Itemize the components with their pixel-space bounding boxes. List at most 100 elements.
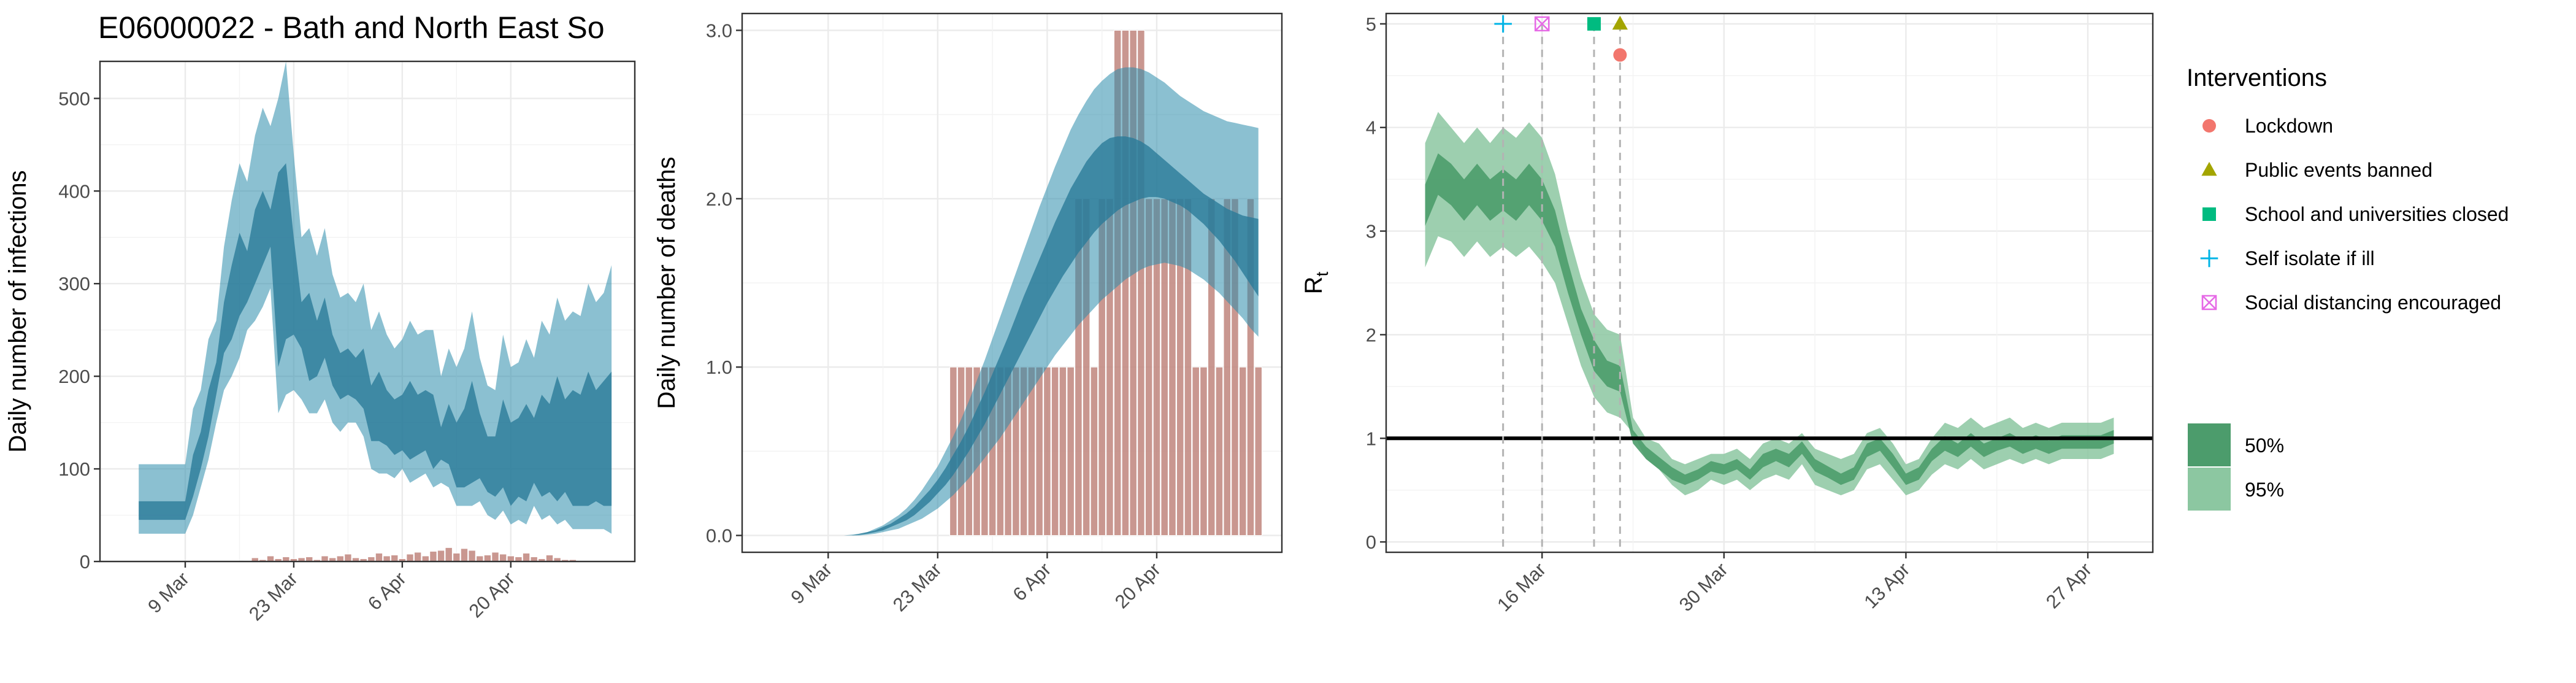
x-tick-label: 6 Apr	[1008, 558, 1055, 605]
panel-border	[741, 12, 1283, 554]
legend-item-label: School and universities closed	[2245, 203, 2509, 225]
y-tick-label: 2.0	[706, 188, 732, 210]
observed-bar	[1254, 366, 1262, 536]
intervention-marker	[1612, 15, 1628, 30]
x-tick-label: 13 Apr	[1860, 558, 1914, 612]
observed-bar	[468, 550, 476, 562]
interventions-legend: Interventions Lockdown Public events banne…	[2187, 64, 2509, 511]
rt-panel: 0 1 2 3 4 5 16 Mar 30 Mar 13 Apr 27 Apr Rt	[1300, 12, 2154, 615]
observed-bar	[321, 555, 329, 562]
observed-bar	[429, 550, 437, 562]
observed-bar	[460, 548, 469, 562]
legend-key-boxx-icon	[2201, 295, 2217, 311]
x-tick-label: 6 Apr	[364, 568, 410, 614]
observed-bar	[545, 554, 554, 562]
y-tick-label: 3.0	[706, 20, 732, 41]
observed-bar	[413, 552, 422, 562]
intervention-marker	[1494, 15, 1512, 33]
panel-border	[99, 60, 636, 563]
band-50	[1425, 153, 2114, 485]
intervention-marker	[1534, 16, 1550, 32]
legend-band-label: 95%	[2245, 479, 2284, 501]
observed-bar	[406, 554, 414, 562]
y-tick-label: 200	[58, 366, 90, 387]
legend-key-square-icon	[2202, 207, 2216, 221]
observed-bar	[1238, 366, 1247, 536]
legend-item-label: Public events banned	[2245, 159, 2432, 181]
y-tick-label: 300	[58, 273, 90, 295]
observed-bar	[344, 554, 352, 562]
observed-bar	[522, 552, 531, 562]
observed-bar	[1129, 29, 1137, 536]
intervention-marker	[1587, 17, 1601, 31]
x-tick-label: 27 Apr	[2042, 558, 2096, 612]
observed-bar	[1043, 366, 1051, 536]
x-tick-label: 20 Apr	[465, 568, 519, 622]
observed-bar	[476, 555, 484, 562]
legend-key-circle-icon	[2202, 119, 2216, 133]
panel-title: E06000022 - Bath and North East So	[98, 10, 605, 45]
y-tick-label: 0	[1366, 531, 1376, 553]
y-tick-label: 4	[1366, 117, 1376, 139]
legend-key-triangle-icon	[2201, 161, 2217, 176]
y-tick-label: 400	[58, 180, 90, 202]
y-tick-label: 0.0	[706, 525, 732, 547]
legend-key-plus-icon	[2200, 249, 2218, 268]
legend-band-swatch	[2188, 468, 2231, 511]
observed-bar	[1215, 366, 1224, 536]
y-tick-label: 5	[1366, 14, 1376, 35]
y-tick-label: 100	[58, 458, 90, 480]
observed-bar	[1200, 366, 1208, 536]
x-tick-label: 20 Apr	[1111, 558, 1165, 612]
observed-bar	[421, 555, 429, 562]
y-tick-label: 500	[58, 88, 90, 109]
y-tick-label: 3	[1366, 221, 1376, 242]
observed-bar	[1192, 366, 1200, 536]
observed-bar	[1035, 366, 1043, 536]
x-tick-label: 23 Mar	[889, 558, 946, 615]
y-axis-title: Daily number of deaths	[653, 156, 680, 409]
deaths-panel: 0.0 1.0 2.0 3.0 9 Mar 23 Mar 6 Apr 20 Apr Daily …	[653, 12, 1283, 615]
observed-bar	[375, 552, 383, 562]
x-tick-label: 16 Mar	[1493, 558, 1550, 615]
legend-item-label: Lockdown	[2245, 115, 2333, 137]
observed-bar	[1121, 29, 1130, 536]
x-tick-label: 23 Mar	[245, 568, 302, 625]
x-tick-label: 30 Mar	[1675, 558, 1732, 615]
legend-band-label: 50%	[2245, 434, 2284, 457]
band-50	[781, 136, 1259, 536]
observed-bar	[336, 555, 344, 562]
observed-bar	[483, 554, 492, 562]
panel-border	[1385, 12, 2154, 554]
legend-item-label: Social distancing encouraged	[2245, 291, 2501, 314]
y-tick-label: 2	[1366, 324, 1376, 345]
observed-bar	[499, 554, 507, 562]
y-axis-title: Daily number of infections	[4, 170, 31, 452]
observed-bar	[437, 550, 445, 562]
legend-band-swatch	[2188, 423, 2231, 466]
observed-bar	[453, 552, 461, 562]
observed-bar	[507, 555, 515, 562]
observed-bar	[445, 547, 453, 562]
band-95	[139, 61, 612, 534]
observed-bar	[1137, 29, 1145, 536]
intervention-marker	[1613, 48, 1627, 62]
band-50	[139, 163, 612, 520]
observed-bar	[1067, 366, 1075, 536]
observed-bar	[391, 554, 399, 562]
legend-item-label: Self isolate if ill	[2245, 247, 2375, 269]
infections-panel: 0 100 200 300 400 500 9 Mar 23 Mar 6 Apr 20 Apr Da…	[4, 10, 636, 625]
y-axis-title-subscript: t	[1313, 271, 1332, 276]
observed-bar	[1090, 366, 1098, 536]
legend-title: Interventions	[2187, 64, 2327, 91]
observed-bar	[266, 555, 275, 562]
x-tick-label: 9 Mar	[786, 558, 836, 608]
y-tick-label: 1.0	[706, 357, 732, 378]
x-tick-label: 9 Mar	[144, 568, 193, 617]
observed-bar	[491, 552, 499, 562]
band-95	[1425, 112, 2114, 496]
observed-bar	[1051, 366, 1059, 536]
observed-bar	[383, 555, 391, 562]
y-tick-label: 0	[80, 551, 90, 573]
